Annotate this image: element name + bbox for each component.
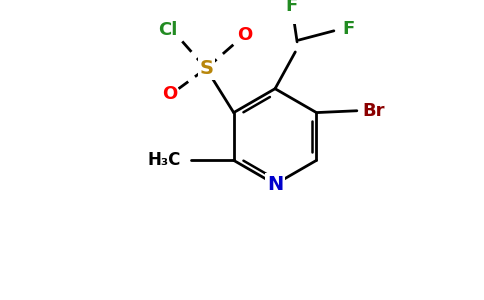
Text: H₃C: H₃C	[147, 152, 181, 169]
Text: N: N	[267, 175, 283, 194]
Text: F: F	[286, 0, 298, 15]
Text: O: O	[237, 26, 252, 44]
Text: O: O	[162, 85, 177, 103]
Text: F: F	[343, 20, 355, 38]
Text: Br: Br	[362, 102, 385, 120]
Text: Cl: Cl	[158, 21, 177, 39]
Text: S: S	[199, 59, 213, 78]
